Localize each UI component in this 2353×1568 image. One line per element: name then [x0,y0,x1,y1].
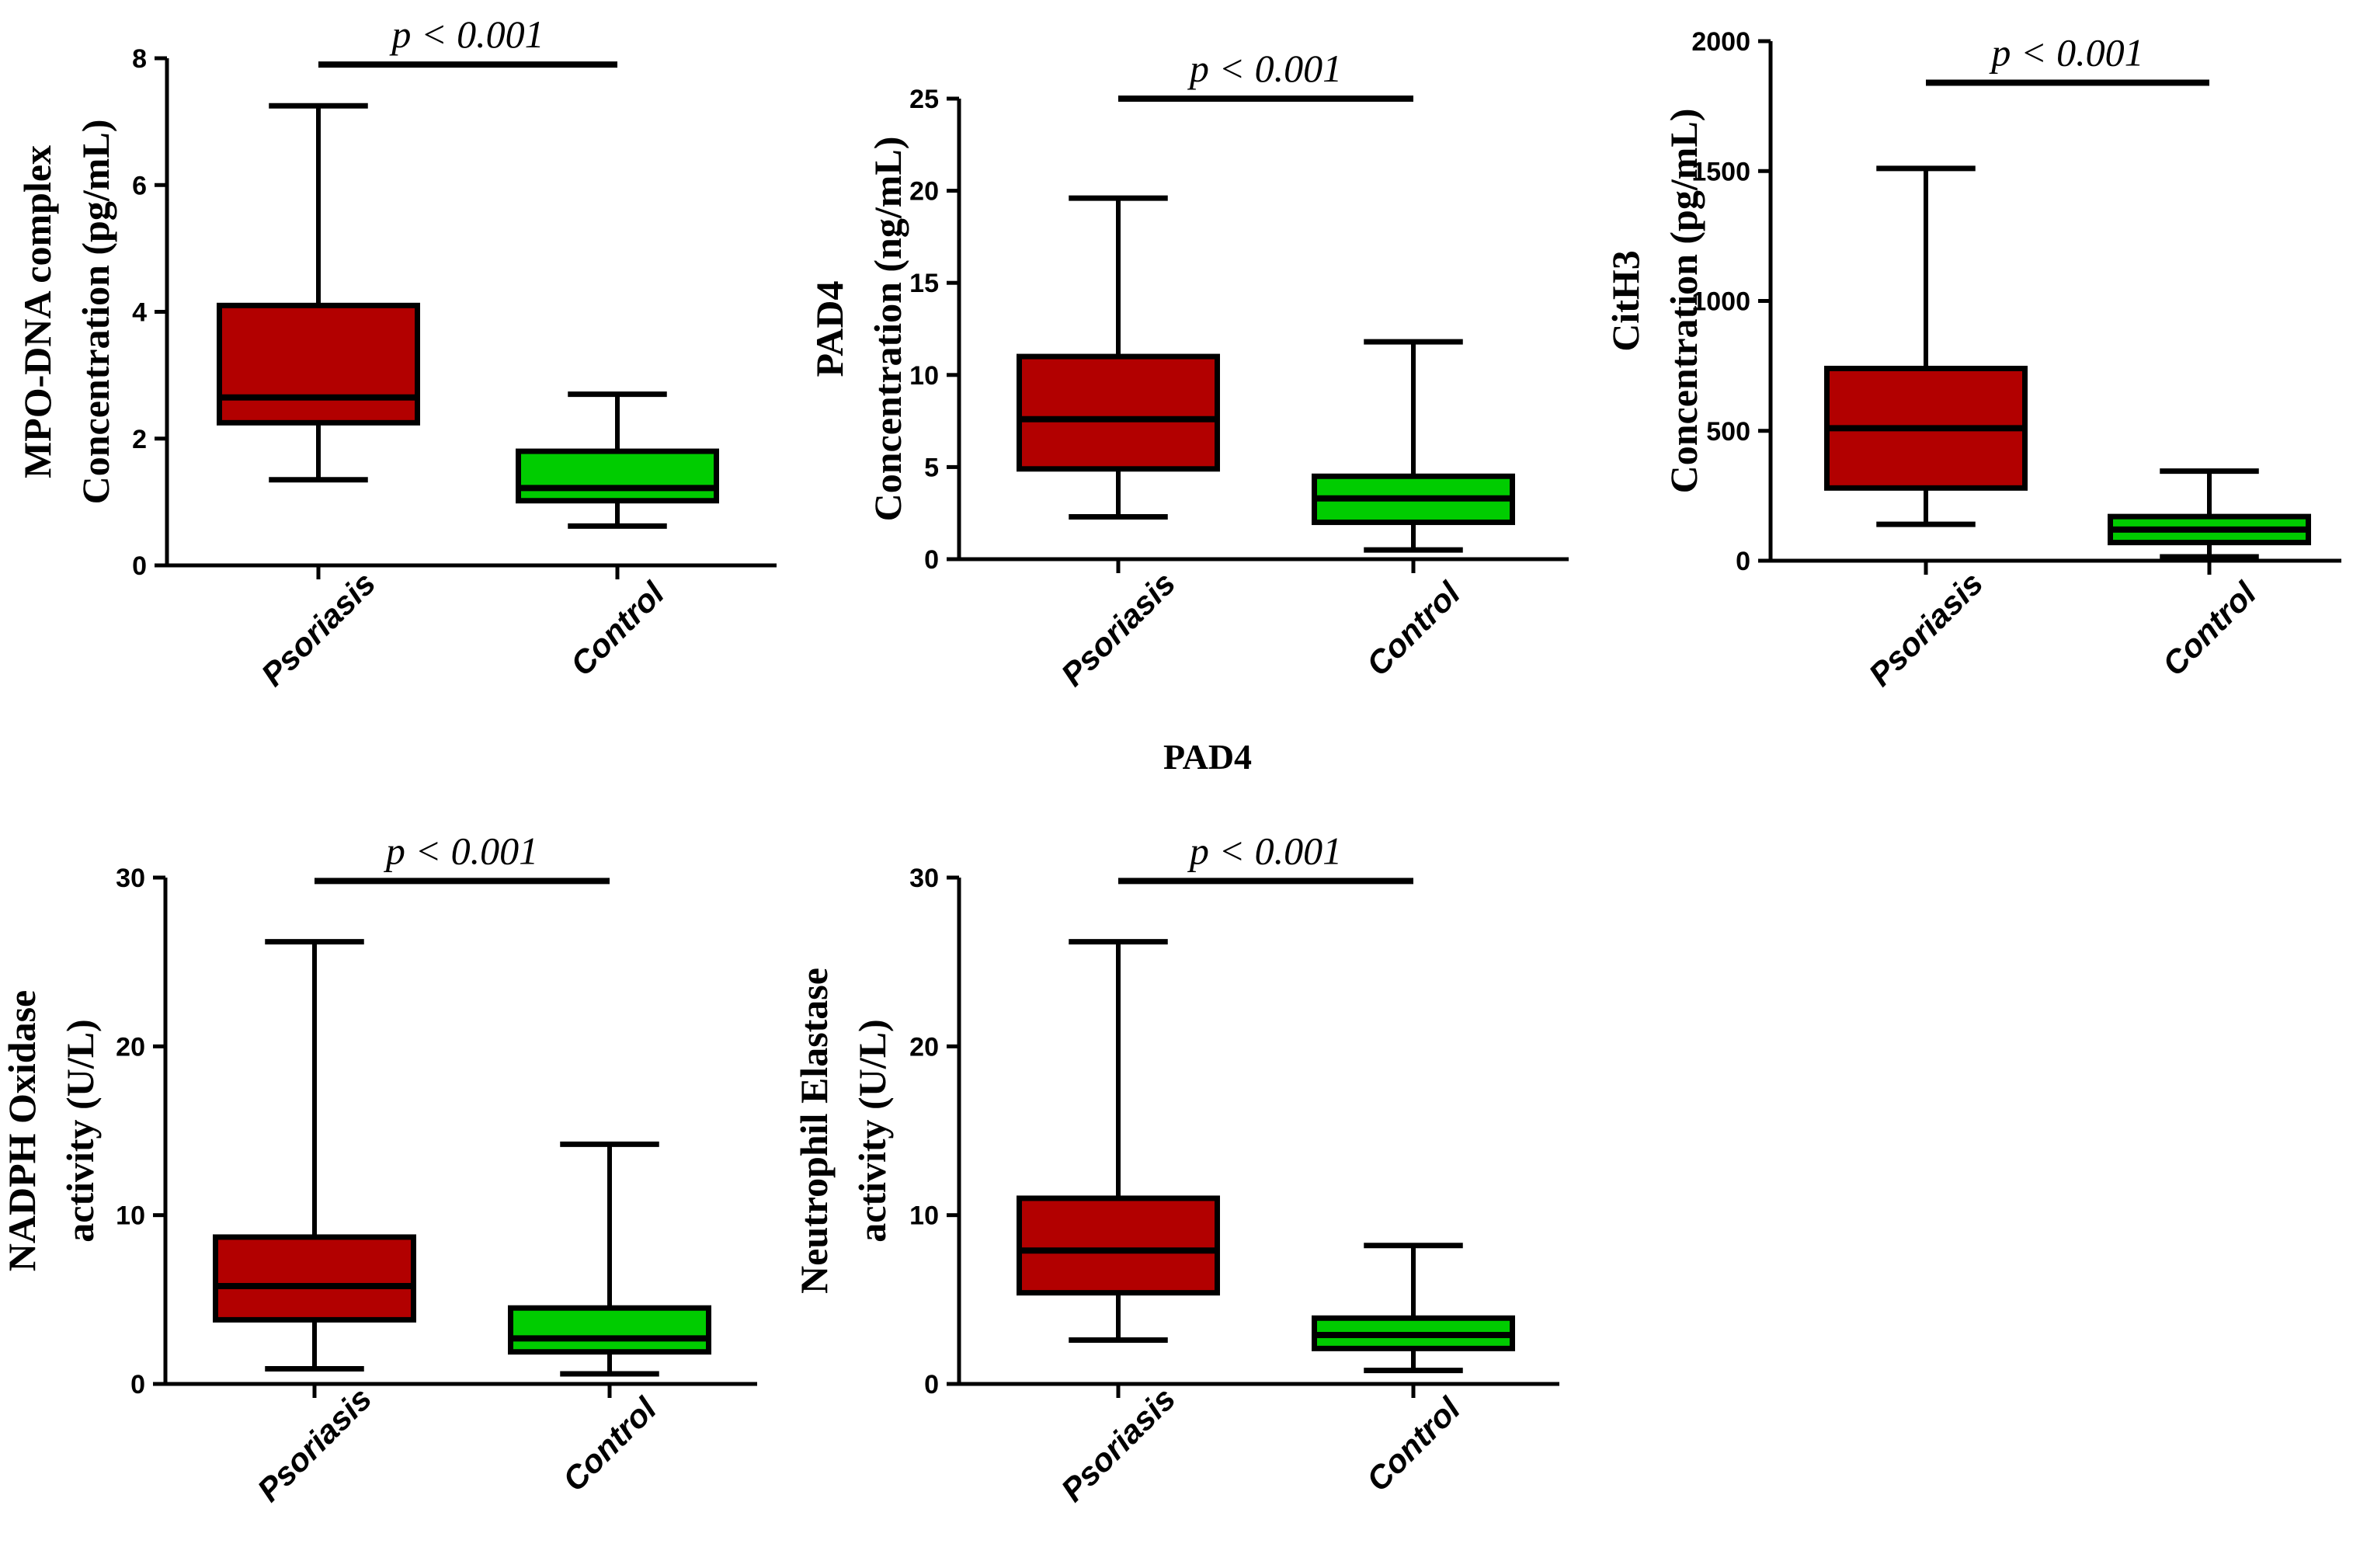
y-axis-label: Concentration (pg/mL) [1662,109,1705,494]
y-tick-label: 20 [116,1032,145,1062]
y-tick-label: 500 [1706,417,1750,447]
y-axis-label: activity (U/L) [850,1019,894,1242]
y-tick-label: 0 [924,1370,939,1399]
box-psoriasis [217,302,420,426]
p-value-label: p < 0.001 [389,12,544,56]
x-tick-label: Psoriasis [1054,1380,1182,1508]
y-axis-label: NADPH Oxidase [0,990,43,1272]
p-value-label: p < 0.001 [1989,31,2143,75]
x-tick-label: Psoriasis [250,1380,378,1508]
x-tick-label: Control [555,1389,664,1498]
box-psoriasis [213,1234,416,1323]
y-tick-label: 8 [132,44,147,74]
box-psoriasis [1017,1195,1220,1296]
y-tick-label: 2000 [1691,27,1750,57]
x-tick-label: Control [1359,1389,1468,1498]
y-axis-label: MPO-DNA complex [16,145,59,478]
x-tick-label: Psoriasis [254,565,382,693]
chart-panel-1: 0 2 4 6 8 MPO-DNA complex Concentration (pg/mL… [16,12,777,693]
chart-panel-3: 0 500 1000 1500 2000 CitH3 Concentration (pg/m… [1604,27,2341,693]
y-tick-label: 15 [909,269,939,298]
y-axis-label: CitH3 [1604,250,1647,352]
y-tick-label: 20 [909,1032,939,1062]
box-control [516,448,719,504]
y-tick-label: 30 [909,864,939,893]
y-tick-label: 4 [132,298,147,328]
figure-caption: PAD4 [1163,737,1252,777]
p-value-label: p < 0.001 [1187,829,1342,872]
p-value-label: p < 0.001 [384,829,538,872]
y-tick-label: 2 [132,425,147,454]
x-tick-label: Control [2155,574,2264,683]
y-tick-label: 25 [909,85,939,114]
y-tick-label: 10 [116,1201,145,1231]
chart-panel-2: 0 5 10 15 20 25 PAD4 Concentration (ng/mL) Psori… [808,47,1569,693]
y-axis-label: Concentration (pg/mL) [74,120,117,505]
y-tick-label: 30 [116,864,145,893]
y-axis-label: Neutrophil Elastase [792,968,836,1294]
chart-panel-4: 0 10 20 30 NADPH Oxidase activity (U/L) Psoria… [0,829,757,1508]
x-tick-label: Control [563,574,672,683]
y-tick-label: 10 [909,1201,939,1231]
box-psoriasis [1017,353,1220,472]
p-value-label: p < 0.001 [1187,47,1342,90]
y-tick-label: 0 [1736,547,1750,576]
y-axis-label: activity (U/L) [58,1019,102,1242]
chart-panel-5: 0 10 20 30 Neutrophil Elastase activity (U/L)… [792,829,1559,1508]
box-control [508,1305,711,1355]
y-tick-label: 0 [924,545,939,575]
y-axis-label: Concentration (ng/mL) [866,137,909,522]
y-tick-label: 0 [130,1370,145,1399]
x-tick-label: Control [1359,574,1468,683]
y-tick-label: 10 [909,361,939,391]
y-tick-label: 1500 [1691,157,1750,186]
y-tick-label: 0 [132,551,147,581]
x-tick-label: Psoriasis [1861,565,1990,693]
y-tick-label: 20 [909,177,939,207]
y-tick-label: 6 [132,171,147,200]
y-tick-label: 5 [924,453,939,482]
y-tick-label: 1000 [1691,287,1750,317]
x-tick-label: Psoriasis [1054,565,1182,693]
y-axis-label: PAD4 [808,280,851,377]
